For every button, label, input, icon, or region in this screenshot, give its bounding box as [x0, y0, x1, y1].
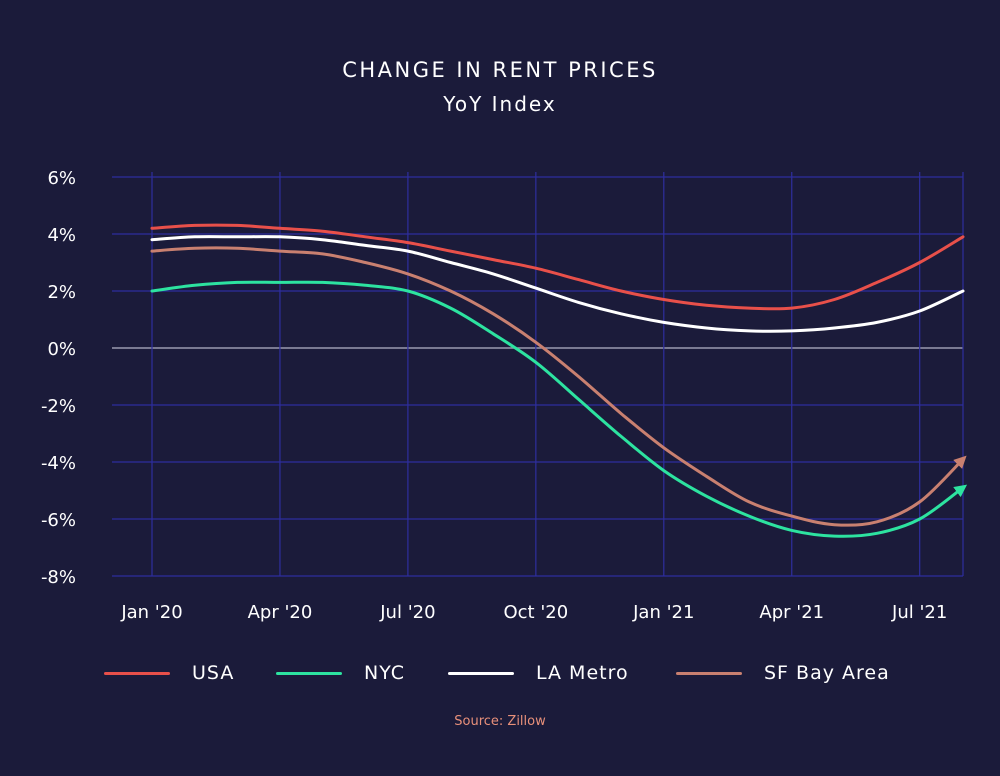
x-tick-label: Jul '20: [379, 602, 435, 623]
legend: USA NYC LA Metro SF Bay Area: [0, 660, 1000, 686]
chart-subtitle: YoY Index: [443, 92, 557, 116]
legend-label-sf-bay-area: SF Bay Area: [764, 662, 890, 684]
y-tick-label: -8%: [41, 567, 76, 588]
legend-swatch-usa: [104, 671, 170, 675]
legend-swatch-sf-bay-area: [676, 671, 742, 675]
source-note: Source: Zillow: [454, 714, 546, 729]
legend-swatch-nyc: [276, 671, 342, 675]
x-tick-label: Jul '21: [891, 602, 947, 623]
legend-label-la-metro: LA Metro: [536, 662, 629, 684]
chart-title: CHANGE IN RENT PRICES: [342, 58, 658, 82]
y-tick-label: 4%: [47, 225, 76, 246]
x-tick-label: Oct '20: [503, 602, 568, 623]
legend-item-sf-bay-area: SF Bay Area: [676, 660, 890, 686]
series-line-usa: [150, 223, 965, 311]
y-tick-label: -2%: [41, 396, 76, 417]
y-tick-label: 2%: [47, 282, 76, 303]
legend-item-usa: USA: [104, 660, 234, 686]
x-tick-label: Apr '20: [248, 602, 313, 623]
x-tick-label: Jan '21: [632, 602, 694, 623]
legend-label-usa: USA: [192, 662, 235, 684]
legend-swatch-la-metro: [448, 671, 514, 675]
legend-item-la-metro: LA Metro: [448, 660, 629, 686]
legend-label-nyc: NYC: [364, 662, 406, 684]
series-line-sf-bay-area: [150, 246, 967, 527]
y-tick-label: -4%: [41, 453, 76, 474]
series-line-nyc: [150, 280, 968, 538]
legend-item-nyc: NYC: [276, 660, 405, 686]
x-tick-label: Apr '21: [759, 602, 824, 623]
y-tick-label: -6%: [41, 510, 76, 531]
grid: [112, 172, 964, 577]
x-tick-label: Jan '20: [120, 602, 182, 623]
y-tick-label: 6%: [47, 168, 76, 189]
y-tick-label: 0%: [47, 339, 76, 360]
axes: 6% 4% 2% 0% -2% -4% -6% -8% Jan '20 Apr '20 Jul '2…: [41, 168, 947, 623]
series-lines: [150, 223, 968, 538]
series-line-la-metro: [150, 235, 965, 333]
